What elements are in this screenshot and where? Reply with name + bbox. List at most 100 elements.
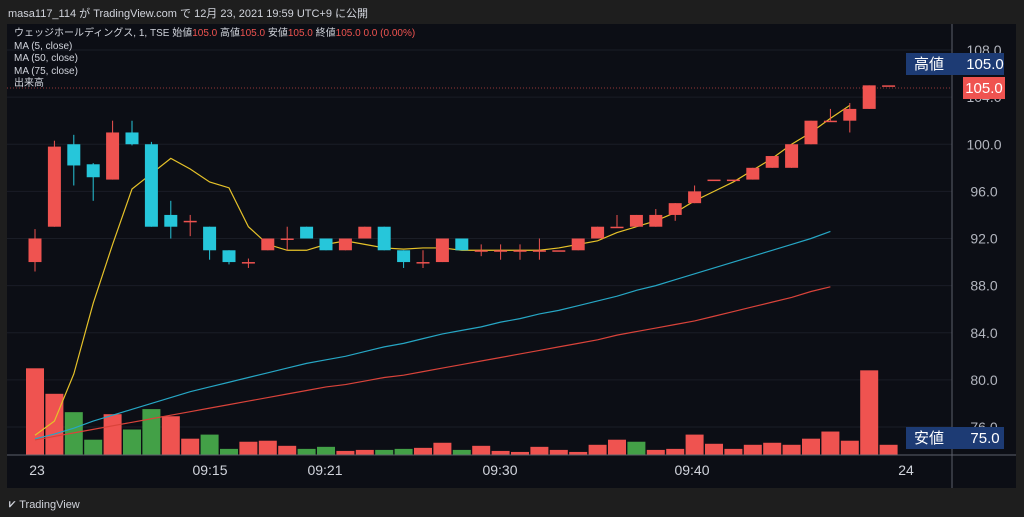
candle bbox=[610, 214, 624, 229]
high-marker-label: 高値 bbox=[914, 56, 944, 73]
candle-body bbox=[571, 238, 585, 251]
chart-frame[interactable] bbox=[7, 24, 1016, 488]
legend-close-value: 105.0 bbox=[335, 28, 361, 39]
candle bbox=[164, 200, 178, 239]
candle-body bbox=[183, 220, 197, 223]
volume-bar bbox=[840, 440, 859, 455]
volume-bar bbox=[142, 409, 161, 455]
volume-bar bbox=[64, 412, 83, 455]
candle-body bbox=[241, 262, 255, 264]
current-price-marker: 105.0 bbox=[963, 77, 1005, 99]
legend-ma5[interactable]: MA (5, close) bbox=[14, 40, 73, 52]
volume-bar bbox=[666, 448, 685, 455]
candle bbox=[532, 238, 546, 260]
candle bbox=[261, 238, 275, 251]
candle bbox=[668, 203, 682, 221]
low-marker-value: 75.0 bbox=[970, 430, 999, 447]
attribution-text: masa117_114 が TradingView.com で 12月 23, … bbox=[8, 8, 369, 20]
volume-bar bbox=[375, 449, 394, 455]
legend-open-value: 105.0 bbox=[192, 28, 218, 39]
volume-bar bbox=[355, 449, 374, 455]
tradingview-logo[interactable]: ⩗ TradingView bbox=[9, 498, 80, 511]
candle bbox=[862, 85, 876, 109]
tradingview-logo-icon: ⩗ bbox=[9, 498, 16, 510]
volume-bar bbox=[452, 449, 471, 455]
price-tick-label: 100.0 bbox=[966, 136, 1001, 152]
candle bbox=[765, 156, 779, 168]
volume-bar bbox=[802, 438, 820, 455]
candle-body bbox=[746, 167, 760, 180]
candle bbox=[28, 229, 42, 272]
candle bbox=[591, 226, 605, 239]
candle bbox=[144, 141, 158, 227]
candle-body bbox=[668, 203, 682, 215]
candle-body bbox=[319, 238, 333, 251]
candle bbox=[571, 238, 585, 251]
candle bbox=[455, 238, 469, 251]
price-tick-label: 92.0 bbox=[970, 231, 997, 247]
candle-body bbox=[591, 226, 605, 239]
volume-bar bbox=[530, 446, 549, 455]
volume-bar bbox=[45, 393, 64, 455]
candle-body bbox=[203, 226, 217, 251]
candle-body bbox=[513, 250, 527, 252]
volume-bar bbox=[549, 449, 568, 455]
candle bbox=[67, 134, 81, 186]
candle-body bbox=[47, 146, 61, 227]
candle-body bbox=[726, 179, 740, 182]
volume-bar bbox=[646, 449, 665, 455]
candle bbox=[47, 140, 61, 227]
candle bbox=[338, 238, 352, 251]
volume-bar bbox=[278, 445, 297, 455]
volume-bar bbox=[239, 441, 258, 455]
volume-bar bbox=[336, 450, 355, 455]
legend-high-value: 105.0 bbox=[240, 28, 266, 39]
volume-bar bbox=[821, 431, 840, 455]
time-tick-label: 09:30 bbox=[482, 462, 517, 478]
volume-bar bbox=[491, 450, 510, 455]
volume-bar bbox=[685, 434, 704, 455]
volume-bar bbox=[414, 447, 432, 455]
candle bbox=[688, 185, 702, 204]
candle bbox=[86, 163, 100, 201]
candle-body bbox=[261, 238, 275, 251]
candle-body bbox=[397, 250, 411, 263]
grid-lines bbox=[7, 49, 952, 428]
volume-bar bbox=[511, 451, 529, 455]
legend-ma75[interactable]: MA (75, close) bbox=[14, 65, 78, 77]
candle-body bbox=[843, 108, 857, 121]
candle bbox=[649, 209, 663, 227]
volume-bar bbox=[123, 429, 141, 455]
candle-body bbox=[28, 238, 42, 263]
candle bbox=[241, 258, 255, 268]
volume-bar bbox=[26, 368, 44, 455]
legend-change-value: 0.0 (0.00%) bbox=[363, 28, 416, 39]
candle bbox=[494, 244, 508, 260]
candle bbox=[280, 226, 294, 251]
candle-body bbox=[222, 250, 236, 263]
candle bbox=[183, 214, 197, 237]
volume-bar bbox=[588, 444, 607, 455]
candle bbox=[125, 120, 139, 146]
candle-body bbox=[532, 250, 546, 252]
volume-bar bbox=[472, 445, 491, 455]
volume-bar bbox=[220, 448, 238, 455]
candle-body bbox=[338, 238, 352, 251]
legend-volume[interactable]: 出来高 bbox=[14, 78, 44, 89]
legend-close-label: 終値 bbox=[315, 28, 336, 39]
chart-legend: ウェッジホールディングス, 1, TSE 始値105.0 高値105.0 安値1… bbox=[14, 28, 415, 91]
volume-bar bbox=[763, 442, 782, 455]
price-tick-label: 96.0 bbox=[970, 183, 997, 199]
candle-body bbox=[862, 85, 876, 109]
candle-body bbox=[474, 250, 488, 252]
time-axis: 23 09:15 09:21 09:30 09:40 24 bbox=[29, 462, 914, 478]
candle bbox=[300, 226, 314, 239]
candle bbox=[416, 250, 430, 268]
legend-ma50[interactable]: MA (50, close) bbox=[14, 53, 78, 64]
candle bbox=[726, 179, 740, 182]
volume-bar bbox=[879, 444, 898, 455]
bottom-bar bbox=[0, 488, 1024, 517]
candle bbox=[629, 214, 643, 227]
